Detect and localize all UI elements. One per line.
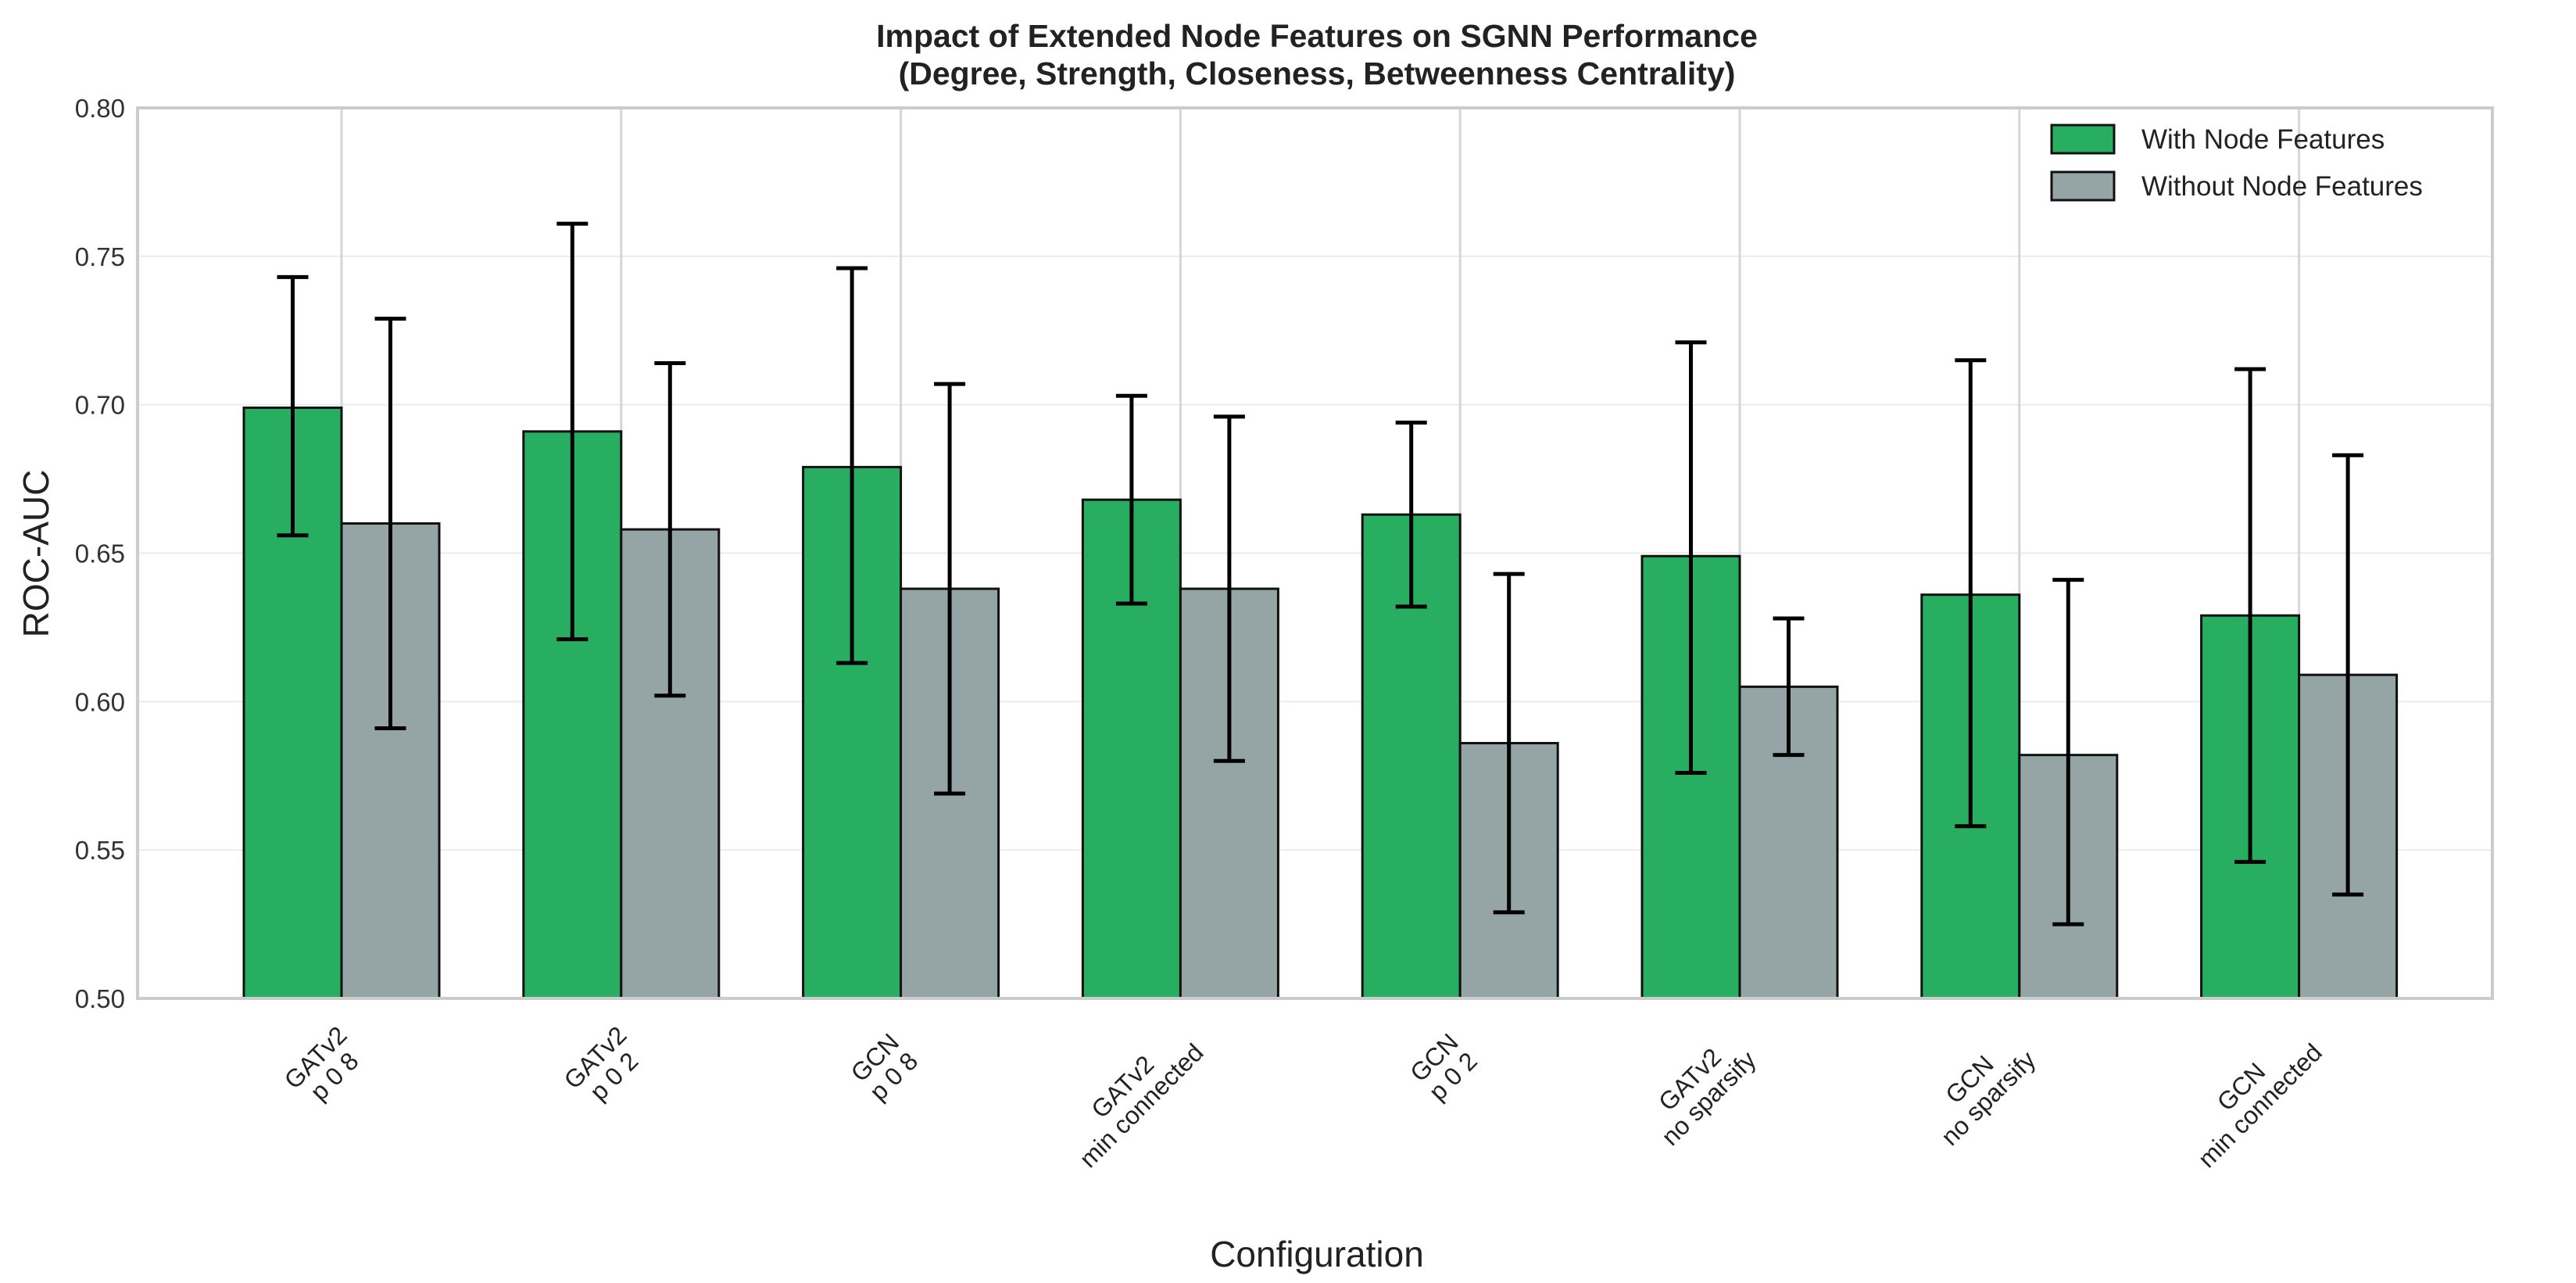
error-bar — [1773, 616, 1805, 758]
error-bar — [1493, 572, 1525, 915]
y-tick-label: 0.55 — [75, 836, 125, 865]
y-tick-label: 0.70 — [75, 391, 125, 420]
error-bar — [2052, 578, 2084, 926]
legend-swatch — [2050, 124, 2116, 155]
error-bar — [1675, 340, 1707, 775]
x-tick-label-line: min connected — [2192, 1038, 2327, 1174]
error-bar — [934, 382, 966, 796]
error-bar — [1955, 358, 1987, 829]
y-tick-label: 0.80 — [75, 94, 125, 123]
legend-label: With Node Features — [2141, 124, 2385, 155]
x-axis-label: Configuration — [1210, 1234, 1424, 1274]
error-bar — [836, 266, 868, 665]
plot-border — [136, 106, 2494, 1000]
legend-label: Without Node Features — [2141, 171, 2423, 202]
y-tick-label: 0.65 — [75, 539, 125, 568]
y-tick-label: 0.75 — [75, 242, 125, 271]
error-bar — [2234, 367, 2267, 864]
chart-subtitle: (Degree, Strength, Closeness, Betweennes… — [899, 56, 1736, 91]
legend-swatch — [2050, 170, 2116, 202]
x-tick-label: GCNmin connected — [2174, 1020, 2327, 1174]
error-bar — [1213, 414, 1245, 763]
error-bar — [556, 221, 589, 642]
y-tick-label: 0.50 — [75, 984, 125, 1013]
error-bar — [1115, 393, 1147, 606]
legend: With Node Features Without Node Features — [2050, 124, 2423, 202]
error-bar — [1395, 420, 1427, 609]
y-axis-label: ROC-AUC — [16, 470, 56, 638]
x-tick-label: GCNno sparsify — [1916, 1027, 2041, 1151]
x-tick-label: GATv2p 0 8 — [279, 1021, 371, 1113]
x-tick-label: GCNp 0 8 — [845, 1028, 923, 1106]
error-bar — [654, 361, 686, 698]
x-tick-label: GATv2no sparsify — [1637, 1027, 1762, 1151]
y-tick-label: 0.60 — [75, 687, 125, 716]
error-bar — [374, 317, 406, 731]
x-tick-label: GCNp 0 2 — [1404, 1028, 1483, 1106]
error-bar — [277, 274, 309, 538]
x-tick-label: GATv2p 0 2 — [558, 1021, 650, 1113]
x-tick-label: GATv2min connected — [1055, 1020, 1209, 1174]
error-bar — [2332, 453, 2364, 897]
chart-title: Impact of Extended Node Features on SGNN… — [876, 18, 1758, 54]
plot-area: 0.50 0.55 0.60 0.65 0.70 0.75 0.80 GATv2p 0 8 GA… — [75, 94, 2494, 1174]
